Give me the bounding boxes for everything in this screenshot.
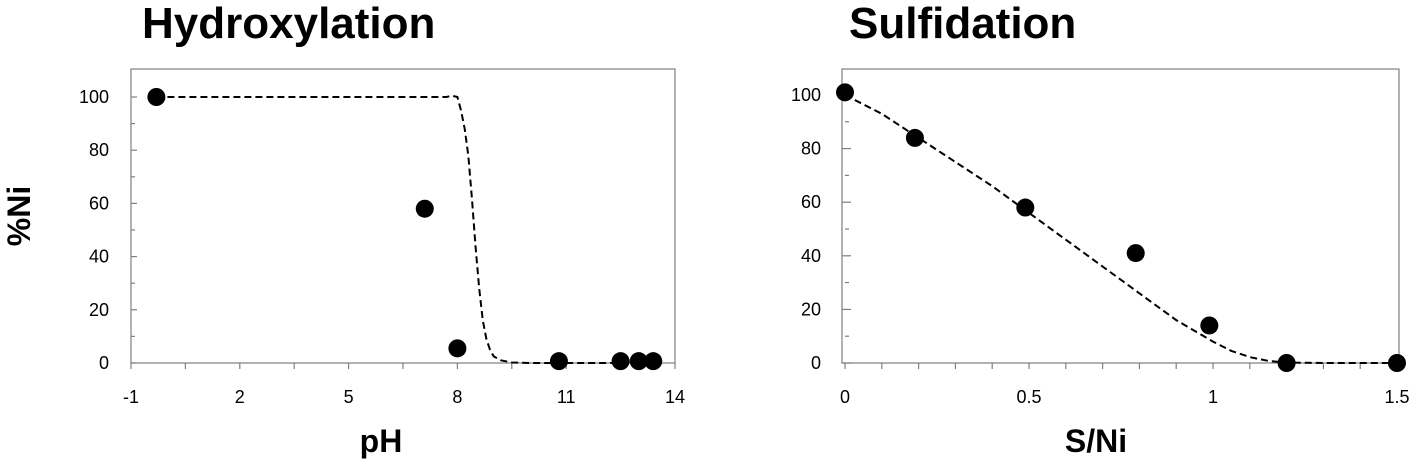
sulfidation-x-tick-label: 1.5 <box>1384 387 1409 407</box>
sulfidation-data-point <box>836 83 854 102</box>
hydroxylation-data-point <box>629 352 648 371</box>
sulfidation-plot-area: 0 20 40 60 80 100 0 0.5 1 1.5 <box>791 83 1410 407</box>
hydroxylation-data-point <box>448 339 467 358</box>
hydroxylation-y-tick-label: 0 <box>99 353 109 373</box>
hydroxylation-data-point <box>147 88 166 106</box>
sulfidation-data-point <box>1126 244 1145 263</box>
hydroxylation-x-tick-label: 5 <box>344 387 354 407</box>
hydroxylation-plot-frame <box>130 68 676 364</box>
hydroxylation-data-point <box>415 199 434 218</box>
hydroxylation-y-tick-label: 80 <box>89 140 109 160</box>
hydroxylation-data-point <box>644 352 663 371</box>
hydroxylation-data-point <box>611 352 630 371</box>
sulfidation-data-point <box>1277 354 1296 372</box>
hydroxylation-x-tick-label: -1 <box>123 387 139 407</box>
sulfidation-plot-frame <box>841 68 1400 364</box>
hydroxylation-y-label: %Ni <box>1 186 37 246</box>
hydroxylation-x-label: pH <box>360 423 403 459</box>
hydroxylation-y-tick-label: 40 <box>89 247 109 267</box>
hydroxylation-y-tick-label: 20 <box>89 300 109 320</box>
hydroxylation-panel: Hydroxylation pH %Ni 0 20 40 60 80 100 -1 2 5 8 11… <box>1 0 685 459</box>
hydroxylation-title: Hydroxylation <box>142 0 435 48</box>
sulfidation-data-point <box>1016 198 1035 217</box>
hydroxylation-x-tick-label: 14 <box>665 387 685 407</box>
hydroxylation-y-tick-label: 60 <box>89 193 109 213</box>
hydroxylation-x-tick-label: 11 <box>557 387 576 407</box>
sulfidation-x-label: S/Ni <box>1065 423 1127 459</box>
sulfidation-data-point <box>1200 316 1219 335</box>
sulfidation-data-point <box>905 128 924 147</box>
hydroxylation-plot-area: 0 20 40 60 80 100 -1 2 5 8 11 14 <box>79 87 685 407</box>
sulfidation-y-tick-label: 40 <box>801 246 821 266</box>
sulfidation-y-tick-label: 0 <box>811 353 821 373</box>
sulfidation-panel: Sulfidation S/Ni 0 20 40 60 80 100 0 0.5 1 1.5 <box>791 0 1410 459</box>
hydroxylation-y-tick-label: 100 <box>79 87 109 107</box>
hydroxylation-fit-curve <box>156 94 654 364</box>
sulfidation-y-tick-label: 60 <box>801 192 821 212</box>
sulfidation-y-tick-label: 80 <box>801 139 821 159</box>
sulfidation-x-tick-label: 0.5 <box>1016 387 1041 407</box>
hydroxylation-x-tick-label: 8 <box>452 387 462 407</box>
sulfidation-x-tick-label: 0 <box>840 387 850 407</box>
sulfidation-y-tick-label: 100 <box>791 85 821 105</box>
sulfidation-y-tick-label: 20 <box>801 299 821 319</box>
sulfidation-title: Sulfidation <box>849 0 1076 48</box>
sulfidation-fit-curve <box>844 94 1397 364</box>
sulfidation-data-point <box>1388 354 1406 372</box>
sulfidation-x-tick-label: 1 <box>1208 387 1218 407</box>
hydroxylation-data-point <box>549 352 568 371</box>
hydroxylation-x-tick-label: 2 <box>235 387 245 407</box>
